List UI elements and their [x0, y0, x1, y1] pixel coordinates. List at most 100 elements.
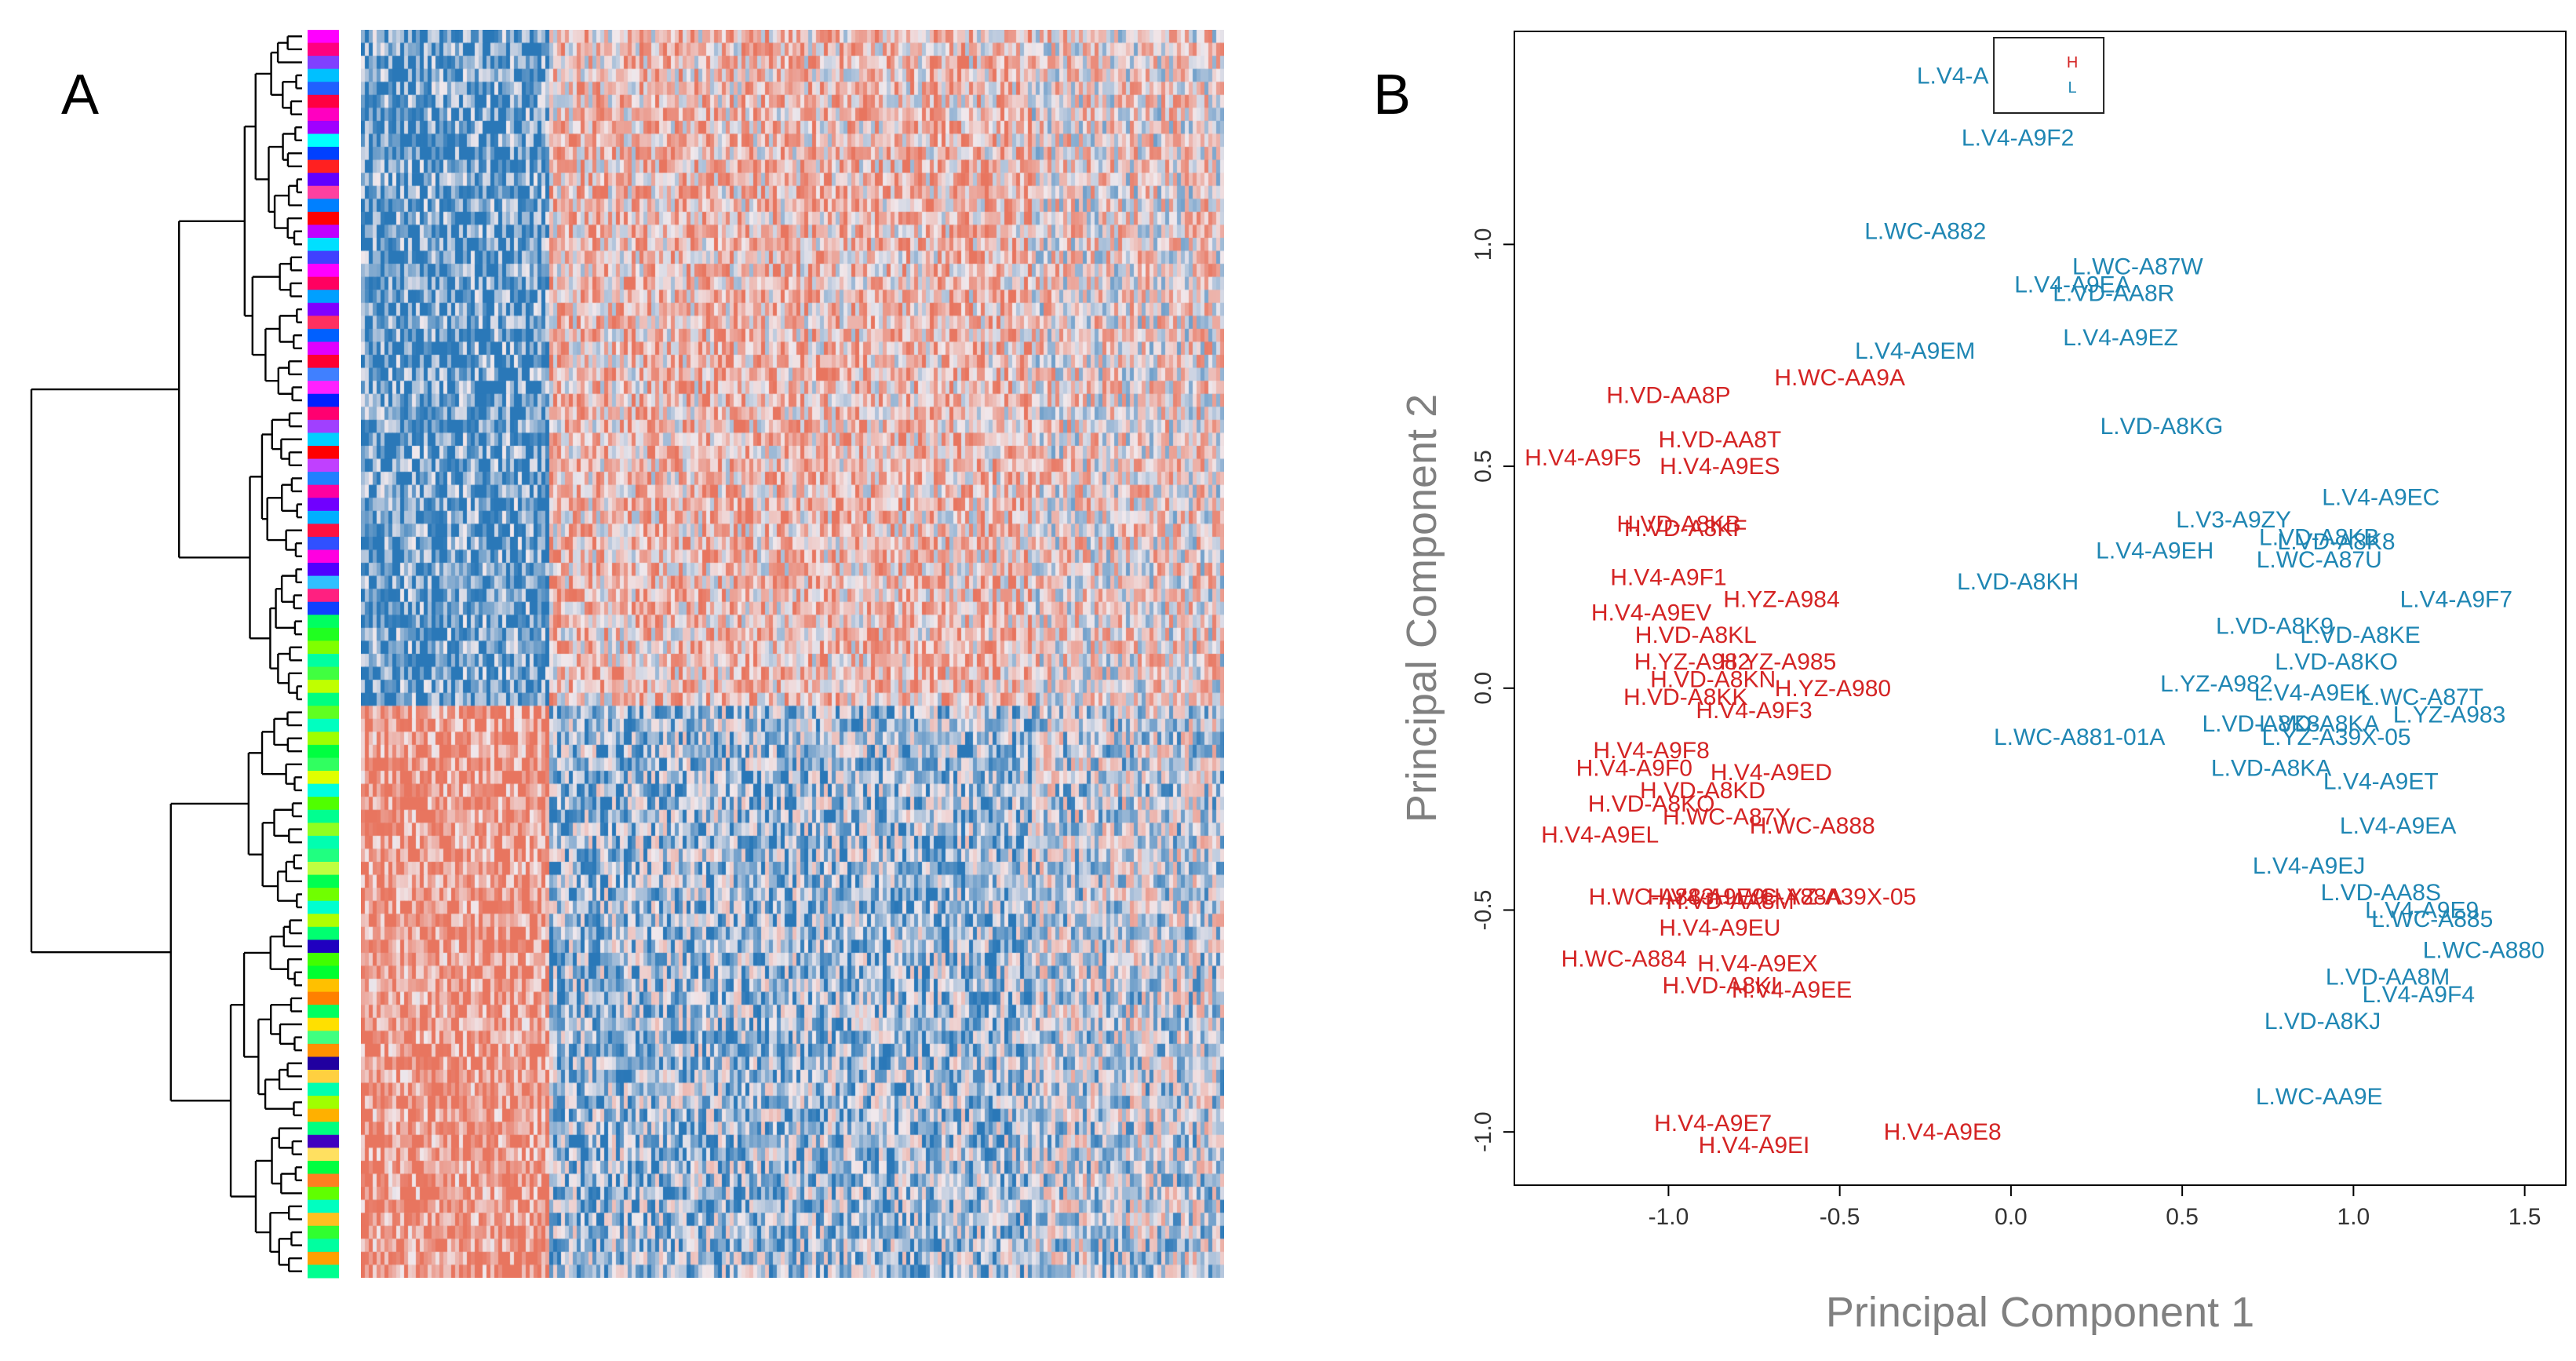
sidebar-cell — [308, 1082, 339, 1096]
data-point-label: H.WC-A88A — [1714, 885, 1842, 910]
data-point-label: H.VD-A8KD — [1640, 778, 1765, 804]
data-point-label: H.V4-A9F0 — [1576, 756, 1692, 782]
data-point-label: H.YZ-A982 — [1634, 649, 1751, 675]
data-point-label: L.VD-AA8S — [2321, 880, 2441, 906]
data-point-label: L.VD-A8KO — [2275, 649, 2398, 675]
data-point-label: H.V4-A9F3 — [1696, 698, 1812, 724]
sidebar-cell — [308, 952, 339, 966]
sidebar-cell — [308, 666, 339, 680]
data-point-label: L.YZ-A983 — [2393, 702, 2505, 728]
sidebar-cell — [308, 627, 339, 641]
sidebar-cell — [308, 133, 339, 148]
data-point-label: H.V4-A9E8 — [1884, 1119, 2002, 1145]
sidebar-cell — [308, 718, 339, 732]
data-point-label: L.VD-A8KE — [2300, 622, 2420, 648]
sidebar-cell — [308, 1096, 339, 1110]
pca-scatter-plot: -1.0 -0.5 0.0 0.5 1.0 1.5 -1.0 -0.5 0.0 0.5 1.0 Pri… — [1398, 31, 2567, 1336]
legend-entry: H — [2067, 54, 2078, 71]
y-tick-label: -0.5 — [1470, 890, 1496, 931]
data-point-label: H.WC-AA9A — [1774, 365, 1905, 391]
data-point-label: L.VD-A8K9 — [2216, 614, 2334, 640]
data-point-label: H.WC-A888 — [1750, 813, 1875, 839]
sidebar-cell — [308, 900, 339, 914]
sidebar-cell — [308, 264, 339, 278]
sidebar-cell — [308, 1031, 339, 1045]
sidebar-cell — [308, 290, 339, 304]
x-axis-title: Principal Component 1 — [1826, 1289, 2254, 1336]
sidebar-cell — [308, 42, 339, 57]
data-point-label: H.VD-A8KI — [1663, 973, 1778, 999]
sidebar-cell — [308, 757, 339, 772]
sidebar-cell — [308, 1251, 339, 1265]
sidebar-cell — [308, 563, 339, 577]
sidebar-cell — [308, 692, 339, 706]
x-tick-label: 1.5 — [2509, 1204, 2541, 1230]
cluster-color-sidebar — [308, 30, 339, 1279]
y-axis-title: Principal Component 2 — [1398, 394, 1445, 823]
data-point-label: L.VD-A8KG — [2101, 414, 2224, 440]
sidebar-cell — [308, 173, 339, 187]
sidebar-cell — [308, 199, 339, 213]
data-point-label: H.V4-A9ED — [1711, 760, 1832, 786]
sidebar-cell — [308, 1239, 339, 1253]
sidebar-cell — [308, 355, 339, 369]
sidebar-cell — [308, 914, 339, 928]
legend-box — [1993, 37, 2105, 114]
sidebar-cell — [308, 1017, 339, 1031]
data-point-label: L.V4-A9EJ — [2253, 853, 2365, 879]
data-point-label: H.V4-A9ES — [1660, 454, 1780, 480]
data-point-label: L.V4-A9F7 — [2400, 587, 2512, 613]
data-point-label: H.V4-A9E9 — [1647, 885, 1765, 910]
panel-label-b: B — [1373, 64, 1412, 126]
data-point-label: L.VD-A8KH — [1957, 569, 2079, 595]
sidebar-cell — [308, 1264, 339, 1279]
data-point-label: L.VD-A8KB — [2259, 525, 2379, 551]
sidebar-cell — [308, 120, 339, 134]
sidebar-cell — [308, 498, 339, 512]
sidebar-cell — [308, 589, 339, 603]
sidebar-cell — [308, 1108, 339, 1122]
sidebar-cell — [308, 848, 339, 863]
sidebar-cell — [308, 30, 339, 44]
data-point-label: H.WC-A884 — [1561, 947, 1687, 972]
data-point-label: L.VD-AA8M — [2326, 964, 2450, 990]
sidebar-cell — [308, 381, 339, 395]
data-point-label: L.V4-A9F4 — [2363, 982, 2475, 1008]
expression-heatmap — [361, 30, 1224, 1278]
data-point-label: H.V4-A9EU — [1659, 915, 1780, 941]
data-point-label: H.V4-A9F5 — [1525, 445, 1641, 471]
legend-entry: L — [2068, 79, 2077, 97]
data-point-label: H.VD-AA8P — [1606, 383, 1730, 409]
data-point-label: L.V4-A9ET — [2323, 769, 2439, 795]
sidebar-cell — [308, 1213, 339, 1227]
sidebar-cell — [308, 615, 339, 629]
data-point-label: L.WC-A881-01A — [1994, 724, 2165, 750]
y-tick-label: 0.0 — [1470, 672, 1496, 705]
sidebar-cell — [308, 211, 339, 225]
data-point-label: L.V4-A9EK — [2254, 680, 2370, 706]
sidebar-cell — [308, 706, 339, 720]
sidebar-cell — [308, 1005, 339, 1019]
data-point-label: L.YZ-A39X-05 — [2262, 724, 2411, 750]
sidebar-cell — [308, 797, 339, 811]
heatmap-panel — [24, 24, 1255, 1279]
data-point-label: L.V4-A9EA — [2014, 272, 2130, 297]
sidebar-cell — [308, 524, 339, 538]
sidebar-cell — [308, 1043, 339, 1057]
data-point-label: H.YZ-A984 — [1723, 587, 1839, 613]
sidebar-cell — [308, 1134, 339, 1148]
sidebar-cell — [308, 56, 339, 70]
sidebar-cell — [308, 744, 339, 758]
data-point-label: H.WC-A87Y — [1663, 805, 1791, 830]
data-point-label: L.WC-A885 — [2371, 907, 2493, 932]
data-point-label: L.WC-A87U — [2257, 547, 2382, 573]
sidebar-cell — [308, 732, 339, 746]
data-point-label: H.VD-A8KL — [1635, 622, 1757, 648]
sidebar-cell — [308, 1199, 339, 1213]
sidebar-cell — [308, 1225, 339, 1239]
sidebar-cell — [308, 94, 339, 108]
data-point-label: H.V4-A9EE — [1732, 977, 1852, 1003]
x-tick-label: -1.0 — [1649, 1204, 1689, 1230]
data-point-label: H.VD-A8KF — [1624, 516, 1747, 542]
sidebar-cell — [308, 862, 339, 876]
